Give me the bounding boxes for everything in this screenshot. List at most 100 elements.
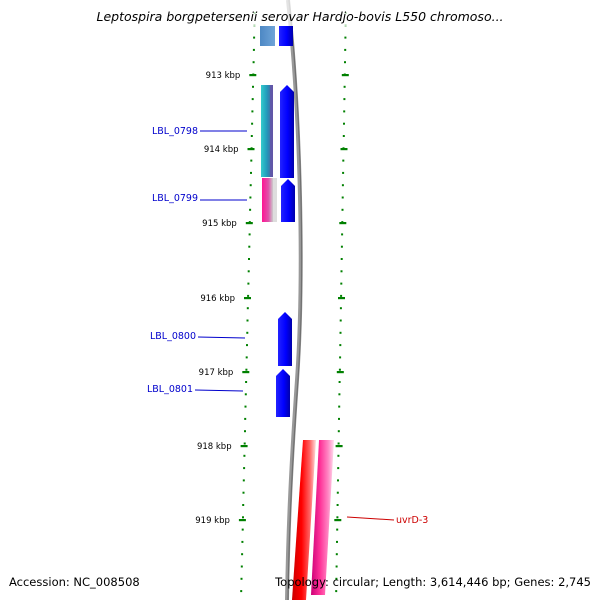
gene-arrow-lbl-0801[interactable] — [276, 369, 290, 417]
tick-label: 914 kbp — [204, 145, 239, 155]
gene-label-lbl-0799[interactable]: LBL_0799 — [152, 193, 247, 204]
gene-arrow-lbl-0799[interactable] — [281, 179, 295, 222]
tick-mark-right — [341, 74, 349, 77]
guide-dot — [335, 590, 338, 593]
gene-arrow-lbl-0798[interactable] — [280, 85, 294, 178]
guide-dot — [243, 442, 246, 445]
tick-label: 919 kbp — [195, 516, 230, 526]
guide-dot — [244, 417, 247, 420]
guide-dot — [241, 540, 244, 543]
guide-dot — [253, 36, 256, 39]
guide-dot — [246, 307, 249, 310]
guide-dot — [248, 245, 251, 248]
guide-dot — [340, 245, 343, 248]
guide-dot — [242, 479, 245, 482]
guide-dot — [339, 307, 342, 310]
guide-dot — [339, 319, 342, 322]
gene-label-lbl-0801[interactable]: LBL_0801 — [147, 384, 244, 395]
backbone-curve-shade — [287, 0, 303, 600]
grey-bar — [273, 178, 277, 222]
guide-dot — [250, 159, 253, 162]
guide-dot — [339, 344, 342, 347]
guide-dot — [247, 282, 250, 285]
leader-line — [346, 516, 395, 521]
reverse-gene-bars — [292, 440, 334, 600]
guide-dot — [337, 479, 339, 482]
guide-dot — [240, 577, 243, 580]
guide-dot — [240, 590, 243, 593]
guide-dot — [243, 467, 246, 470]
leader-line — [194, 389, 244, 392]
guide-dot — [343, 110, 346, 113]
guide-dot — [338, 417, 340, 420]
guide-dot — [344, 61, 346, 64]
gene-bar-uvrd-3[interactable] — [311, 440, 334, 595]
guide-dot — [343, 85, 346, 88]
tick-mark — [247, 148, 255, 151]
guide-dot — [248, 258, 250, 260]
guide-dot — [250, 135, 253, 137]
guide-dot — [341, 208, 344, 211]
guide-dot — [335, 577, 338, 580]
gene-label-text: LBL_0800 — [150, 331, 196, 342]
guide-dot — [250, 171, 252, 174]
teal-bar-stripe — [270, 85, 273, 177]
gene-arrow-top[interactable] — [279, 26, 293, 46]
gene-arrow-lbl-0800[interactable] — [278, 312, 292, 366]
guide-dot — [342, 135, 345, 137]
guide-dot — [339, 356, 342, 359]
guide-dot — [337, 454, 340, 457]
guide-dot — [251, 110, 254, 113]
gene-label-text: uvrD-3 — [396, 515, 428, 526]
guide-dot — [243, 454, 246, 457]
guide-dot — [341, 184, 344, 187]
guide-dot — [339, 331, 342, 334]
guide-dot — [341, 196, 344, 199]
guide-dot — [343, 98, 346, 101]
guide-dot — [245, 356, 248, 359]
guide-dot — [340, 282, 343, 285]
guide-dot — [248, 233, 251, 236]
tick-mark-right — [338, 297, 345, 300]
guide-dot — [246, 319, 249, 322]
guide-dot — [242, 516, 244, 519]
tick-label: 917 kbp — [199, 368, 234, 378]
gene-label-uvrd-3[interactable]: uvrD-3 — [346, 515, 428, 526]
guide-dot — [251, 98, 254, 101]
guide-dot — [247, 270, 250, 273]
guide-dot — [342, 159, 345, 162]
tick-mark-right — [335, 445, 343, 448]
guide-dot — [245, 368, 248, 371]
guide-dot — [338, 381, 341, 383]
guide-dot — [338, 368, 341, 371]
guide-dot — [252, 61, 255, 64]
feature-bars — [260, 26, 277, 222]
guide-dot — [344, 48, 347, 51]
tick-mark — [249, 74, 257, 77]
tick-label: 915 kbp — [202, 219, 237, 229]
gene-label-text: LBL_0799 — [152, 193, 198, 204]
guide-dot — [336, 504, 339, 506]
guide-dot — [252, 48, 255, 51]
tick-mark-right — [339, 222, 347, 225]
guide-dot — [240, 565, 243, 568]
tick-mark — [242, 371, 250, 374]
gene-label-lbl-0798[interactable]: LBL_0798 — [152, 126, 247, 137]
guide-dot — [336, 516, 339, 519]
dotted-guides — [240, 12, 347, 593]
guide-dot — [340, 270, 343, 273]
gene-label-lbl-0800[interactable]: LBL_0800 — [150, 331, 246, 342]
gene-bar-red[interactable] — [292, 440, 316, 600]
guide-dot — [241, 528, 244, 531]
guide-dot — [337, 430, 340, 433]
guide-dot — [251, 122, 254, 125]
tick-mark — [244, 297, 251, 300]
guide-dot — [241, 553, 244, 556]
guide-dot — [338, 393, 341, 396]
guide-dot — [336, 528, 339, 531]
tick-mark — [238, 519, 246, 522]
guide-dot — [244, 393, 247, 396]
title-band — [0, 0, 600, 26]
guide-dot — [245, 381, 248, 383]
tick-mark — [245, 222, 253, 225]
